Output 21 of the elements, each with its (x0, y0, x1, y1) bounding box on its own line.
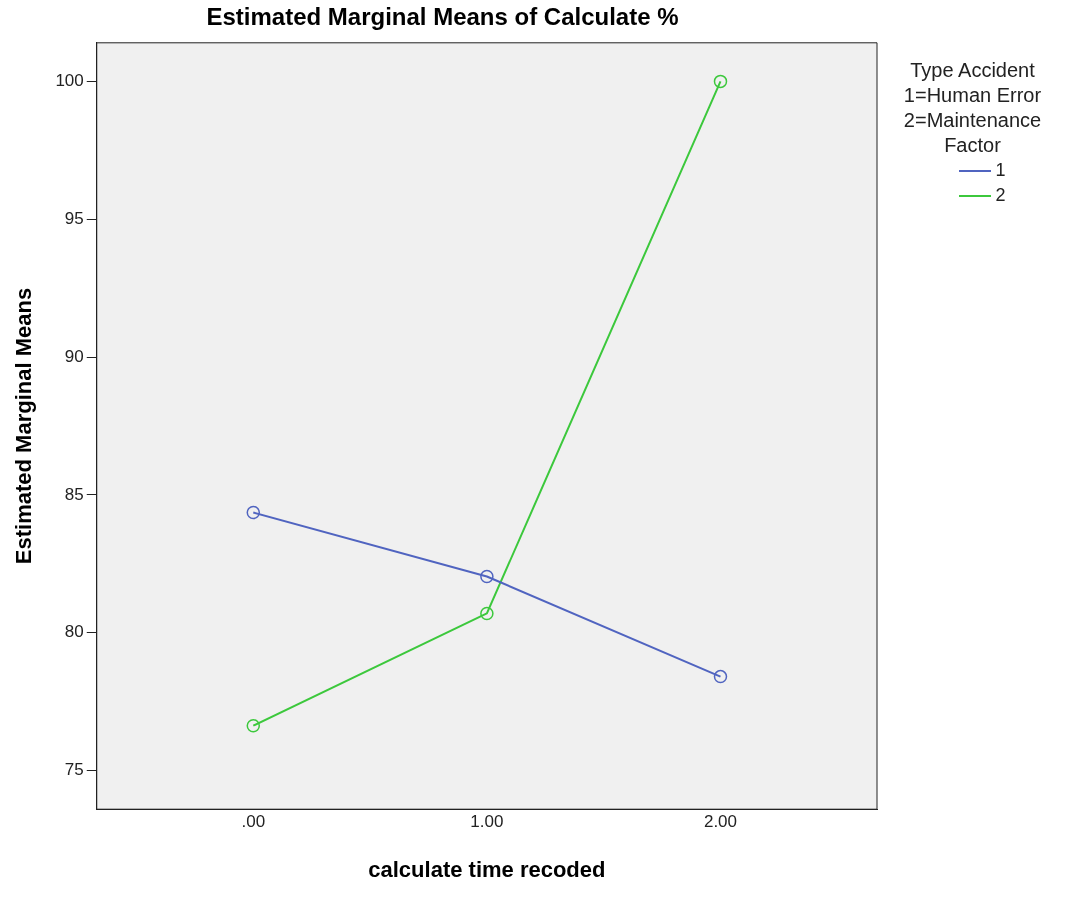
y-tick-label: 90 (64, 346, 84, 366)
legend-label: 1 (995, 159, 1006, 182)
point (480, 606, 494, 621)
chart-title: Estimated Marginal Means of Calculate % (206, 3, 679, 31)
y-axis-title: Estimated Marginal Means (11, 287, 37, 565)
x-axis-title: calculate time recoded (368, 856, 606, 882)
x-tick-label: .00 (241, 812, 266, 832)
point (246, 505, 261, 520)
x-tick-label: 2.00 (703, 812, 738, 832)
y-tick-label: 100 (55, 71, 84, 91)
point (713, 669, 728, 684)
legend-title: Type Accident 1=Human Error 2=Maintenance Factor (902, 58, 1043, 158)
y-tick-label: 95 (64, 208, 84, 228)
x-tick-label: 1.00 (470, 812, 504, 832)
point (713, 74, 728, 89)
y-tick-label: 75 (64, 760, 84, 780)
y-tick-label: 80 (64, 622, 84, 642)
y-tick-label: 85 (64, 484, 84, 504)
legend-label: 2 (995, 184, 1006, 207)
point (246, 718, 261, 733)
point (480, 569, 494, 584)
